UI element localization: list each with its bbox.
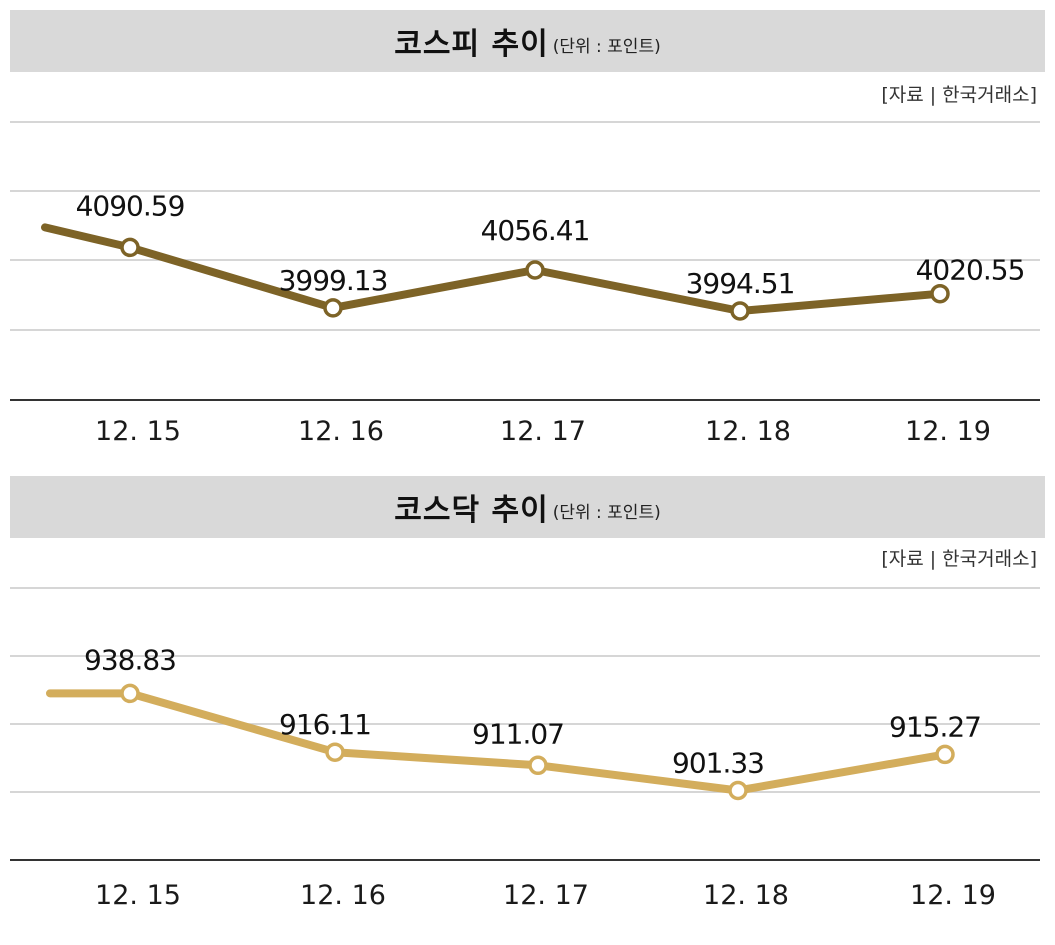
kosdaq-data-point	[728, 780, 748, 801]
kosdaq-data-label: 901.33	[672, 747, 764, 780]
kospi-series-line	[41, 223, 944, 315]
kospi-unit-note: (단위 : 포인트)	[552, 36, 661, 57]
kospi-data-point	[525, 260, 545, 280]
kospi-line-chart: 4090.59 3999.13 4056.41 3994.51 4020.55 12. 1…	[10, 121, 1040, 447]
kospi-data-label: 4056.41	[481, 214, 590, 247]
kosdaq-x-tick-label: 12. 18	[703, 880, 789, 911]
kosdaq-chart-panel: 코스닥 추이 (단위 : 포인트) [자료 | 한국거래소] 938.83 916…	[0, 472, 1055, 945]
kosdaq-line-chart: 938.83 916.11 911.07 901.33 915.27 12. 15 12. …	[10, 587, 1040, 911]
kospi-data-label: 4020.55	[916, 254, 1025, 287]
kospi-x-tick-label: 12. 19	[905, 416, 991, 447]
kosdaq-x-tick-label: 12. 17	[503, 880, 589, 911]
kospi-chart-title: 코스피 추이	[394, 27, 549, 62]
kosdaq-data-label: 916.11	[279, 708, 371, 741]
kosdaq-x-tick-label: 12. 16	[300, 880, 386, 911]
kospi-data-point	[323, 298, 343, 318]
kospi-data-label: 3994.51	[686, 267, 795, 300]
kospi-data-label: 4090.59	[76, 189, 185, 222]
kosdaq-data-label: 915.27	[889, 710, 981, 743]
kospi-x-tick-label: 12. 17	[500, 416, 586, 447]
kosdaq-data-point	[120, 683, 140, 704]
kospi-source-note: [자료 | 한국거래소]	[881, 84, 1037, 106]
kospi-x-tick-label: 12. 18	[705, 416, 791, 447]
kospi-x-tick-label: 12. 16	[298, 416, 384, 447]
kosdaq-x-tick-label: 12. 15	[95, 880, 181, 911]
kosdaq-title-bar: 코스닥 추이 (단위 : 포인트)	[10, 476, 1045, 538]
kospi-data-point	[120, 237, 140, 258]
kosdaq-chart-title: 코스닥 추이	[394, 493, 549, 528]
kospi-data-label: 3999.13	[279, 264, 388, 297]
kosdaq-data-point	[935, 744, 955, 765]
kosdaq-x-tick-label: 12. 19	[910, 880, 996, 911]
kospi-x-tick-label: 12. 15	[95, 416, 181, 447]
kosdaq-source-note: [자료 | 한국거래소]	[881, 548, 1037, 570]
kospi-data-point	[730, 301, 750, 321]
kosdaq-data-point	[325, 742, 345, 762]
kospi-title-bar: 코스피 추이 (단위 : 포인트)	[10, 10, 1045, 72]
kosdaq-unit-note: (단위 : 포인트)	[552, 502, 661, 523]
kospi-data-point	[930, 283, 950, 304]
kosdaq-data-label: 911.07	[472, 717, 564, 750]
kospi-chart-panel: 코스피 추이 (단위 : 포인트) [자료 | 한국거래소] 4090.59 39…	[0, 0, 1055, 462]
kosdaq-data-point	[528, 755, 548, 776]
kosdaq-series-line	[46, 689, 949, 795]
kosdaq-data-label: 938.83	[84, 643, 176, 676]
